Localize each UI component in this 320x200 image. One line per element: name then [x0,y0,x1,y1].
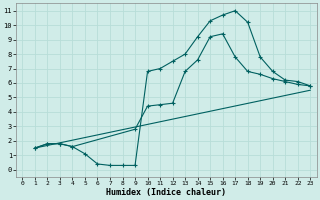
X-axis label: Humidex (Indice chaleur): Humidex (Indice chaleur) [106,188,226,197]
